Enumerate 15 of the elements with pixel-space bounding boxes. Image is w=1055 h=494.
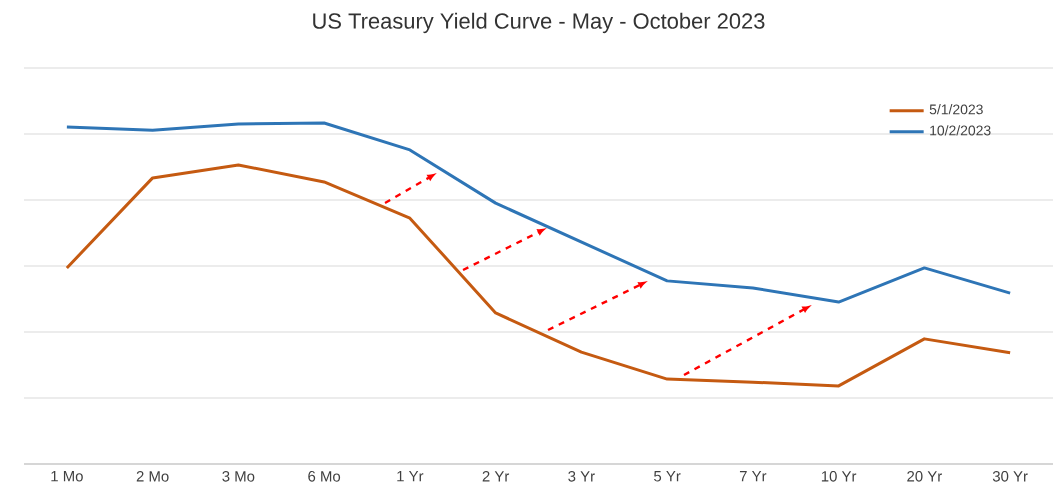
- x-tick-label: 1 Yr: [397, 471, 424, 482]
- x-tick-label: 1 Mo: [51, 471, 83, 482]
- x-tick-label: 5 Yr: [654, 471, 681, 482]
- x-tick-label: 30 Yr: [992, 471, 1028, 482]
- x-tick-label: 6 Mo: [308, 471, 341, 482]
- legend-label: 10/2/2023: [930, 125, 991, 136]
- chart-title: US Treasury Yield Curve - May - October 2023: [313, 12, 765, 34]
- x-tick-label: 10 Yr: [821, 471, 857, 482]
- x-tick-label: 20 Yr: [907, 471, 942, 482]
- x-tick-label: 2 Mo: [136, 471, 169, 482]
- x-tick-label: 7 Yr: [739, 471, 767, 482]
- legend-label: 5/1/2023: [929, 104, 983, 115]
- x-tick-label: 3 Mo: [222, 471, 255, 482]
- x-tick-label: 2 Yr: [482, 471, 510, 482]
- x-tick-label: 3 Yr: [568, 471, 595, 482]
